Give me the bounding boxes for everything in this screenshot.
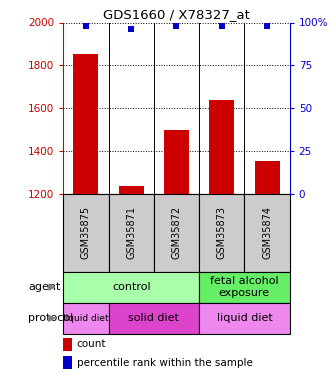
Text: liquid diet: liquid diet <box>216 314 272 323</box>
Text: count: count <box>77 339 106 350</box>
Bar <box>199 303 290 334</box>
Bar <box>164 129 189 194</box>
Bar <box>63 303 109 334</box>
Bar <box>63 338 72 351</box>
Point <box>219 23 224 29</box>
Text: fetal alcohol
exposure: fetal alcohol exposure <box>210 276 279 298</box>
Bar <box>109 194 154 272</box>
Text: control: control <box>112 282 151 292</box>
Bar <box>255 160 279 194</box>
Bar <box>199 272 290 303</box>
Bar <box>244 194 290 272</box>
Text: GSM35873: GSM35873 <box>217 206 227 259</box>
Text: GSM35871: GSM35871 <box>126 206 136 259</box>
Point <box>83 23 89 29</box>
Text: solid diet: solid diet <box>129 314 179 323</box>
Point <box>129 26 134 32</box>
Bar <box>63 272 199 303</box>
Bar <box>199 194 244 272</box>
Text: percentile rank within the sample: percentile rank within the sample <box>77 358 253 368</box>
Bar <box>119 186 144 194</box>
Bar <box>63 356 72 369</box>
Text: protocol: protocol <box>28 314 73 323</box>
Bar <box>209 100 234 194</box>
Text: GSM35875: GSM35875 <box>81 206 91 259</box>
Text: GSM35874: GSM35874 <box>262 206 272 259</box>
Text: agent: agent <box>28 282 61 292</box>
Text: GSM35872: GSM35872 <box>171 206 181 259</box>
Bar <box>154 194 199 272</box>
Bar <box>74 54 98 194</box>
Title: GDS1660 / X78327_at: GDS1660 / X78327_at <box>103 8 250 21</box>
Text: liquid diet: liquid diet <box>63 314 109 323</box>
Bar <box>63 194 109 272</box>
Point <box>264 23 270 29</box>
Point <box>174 23 179 29</box>
Bar <box>109 303 199 334</box>
